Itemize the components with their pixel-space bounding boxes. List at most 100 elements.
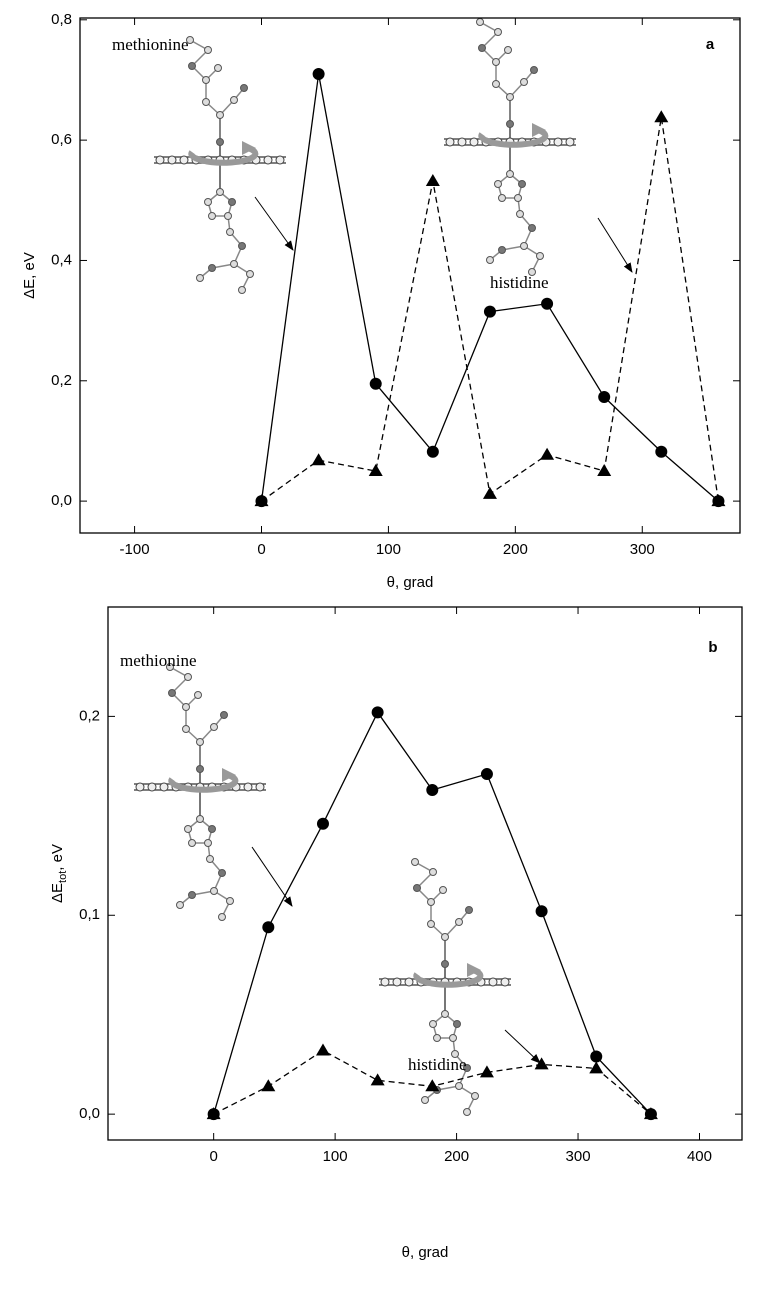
x-axis-title: θ, grad	[402, 1244, 449, 1261]
atom	[210, 723, 218, 731]
y-axis-title-part: tot	[57, 871, 69, 883]
rotation-arrow-head	[242, 141, 256, 155]
point	[311, 453, 326, 466]
atom	[536, 252, 544, 260]
atom	[528, 224, 536, 232]
atom	[216, 111, 224, 119]
point	[425, 1079, 440, 1092]
atom	[204, 46, 212, 54]
point	[711, 494, 726, 507]
point	[425, 174, 440, 187]
atom	[202, 98, 210, 106]
x-tick-label: 300	[566, 1148, 591, 1165]
point	[598, 391, 611, 404]
atom	[230, 96, 238, 104]
atom	[506, 120, 514, 128]
atom	[478, 44, 486, 52]
atom	[518, 180, 526, 188]
atom	[380, 977, 390, 987]
point	[426, 445, 439, 458]
atom	[210, 887, 218, 895]
annotation-arrow	[254, 196, 294, 251]
point	[371, 706, 384, 719]
atom	[204, 839, 212, 847]
annotation-arrow	[504, 1029, 541, 1064]
point	[315, 1043, 330, 1056]
annotation-arrow	[251, 846, 293, 907]
atom	[506, 170, 514, 178]
atom	[208, 825, 216, 833]
panel-label: a	[706, 36, 715, 53]
atom	[166, 663, 174, 671]
y-tick-label: 0,6	[51, 131, 72, 148]
y-axis-title-part: , eV	[49, 844, 66, 871]
atom	[204, 198, 212, 206]
atom	[182, 703, 190, 711]
atom	[471, 1092, 479, 1100]
atom	[429, 1020, 437, 1028]
point	[262, 921, 275, 934]
atom	[159, 782, 169, 792]
atom	[196, 765, 204, 773]
atom	[463, 1108, 471, 1116]
atom	[528, 268, 536, 276]
atom	[135, 782, 145, 792]
molecule-illustration	[379, 858, 511, 1116]
y-axis-title-part: ΔE	[49, 883, 66, 903]
atom	[455, 1082, 463, 1090]
atom	[455, 918, 463, 926]
atom	[243, 782, 253, 792]
atom	[439, 886, 447, 894]
point	[655, 445, 668, 458]
atom	[498, 246, 506, 254]
atom	[506, 93, 514, 101]
x-tick-label: 400	[687, 1148, 712, 1165]
x-tick-label: 0	[209, 1148, 217, 1165]
series-line	[213, 711, 652, 1115]
atom	[451, 1050, 459, 1058]
point	[654, 110, 669, 123]
atom	[208, 212, 216, 220]
y-tick-label: 0,0	[79, 1105, 100, 1122]
atom	[445, 137, 455, 147]
atom	[453, 1020, 461, 1028]
atom	[514, 194, 522, 202]
rotation-arrow-head	[222, 768, 236, 782]
x-tick-label: 200	[444, 1148, 469, 1165]
atom	[230, 260, 238, 268]
atom	[188, 839, 196, 847]
point	[541, 297, 554, 310]
rotation-arrow	[413, 967, 484, 988]
molecule-illustration	[134, 663, 266, 921]
point	[535, 905, 548, 918]
y-tick-label: 0,0	[51, 492, 72, 509]
atom	[196, 738, 204, 746]
atom	[441, 933, 449, 941]
point	[254, 494, 269, 507]
point	[540, 447, 555, 460]
atom	[255, 782, 265, 792]
x-tick-label: 300	[630, 541, 655, 558]
panel-label: b	[708, 639, 717, 656]
molecule-illustration	[154, 36, 286, 294]
atom	[457, 137, 467, 147]
atom	[228, 198, 236, 206]
rotation-arrow	[188, 145, 259, 166]
point	[597, 464, 612, 477]
atom	[240, 84, 248, 92]
atom	[168, 689, 176, 697]
annotation: methionine	[120, 651, 196, 670]
atom	[184, 673, 192, 681]
point	[589, 1061, 604, 1074]
point	[483, 305, 496, 318]
atom	[226, 897, 234, 905]
atom	[186, 36, 194, 44]
atom	[469, 137, 479, 147]
atom	[429, 868, 437, 876]
atom	[427, 898, 435, 906]
atom	[465, 906, 473, 914]
point	[479, 1065, 494, 1078]
plot-frame	[79, 17, 741, 534]
atom	[392, 977, 402, 987]
